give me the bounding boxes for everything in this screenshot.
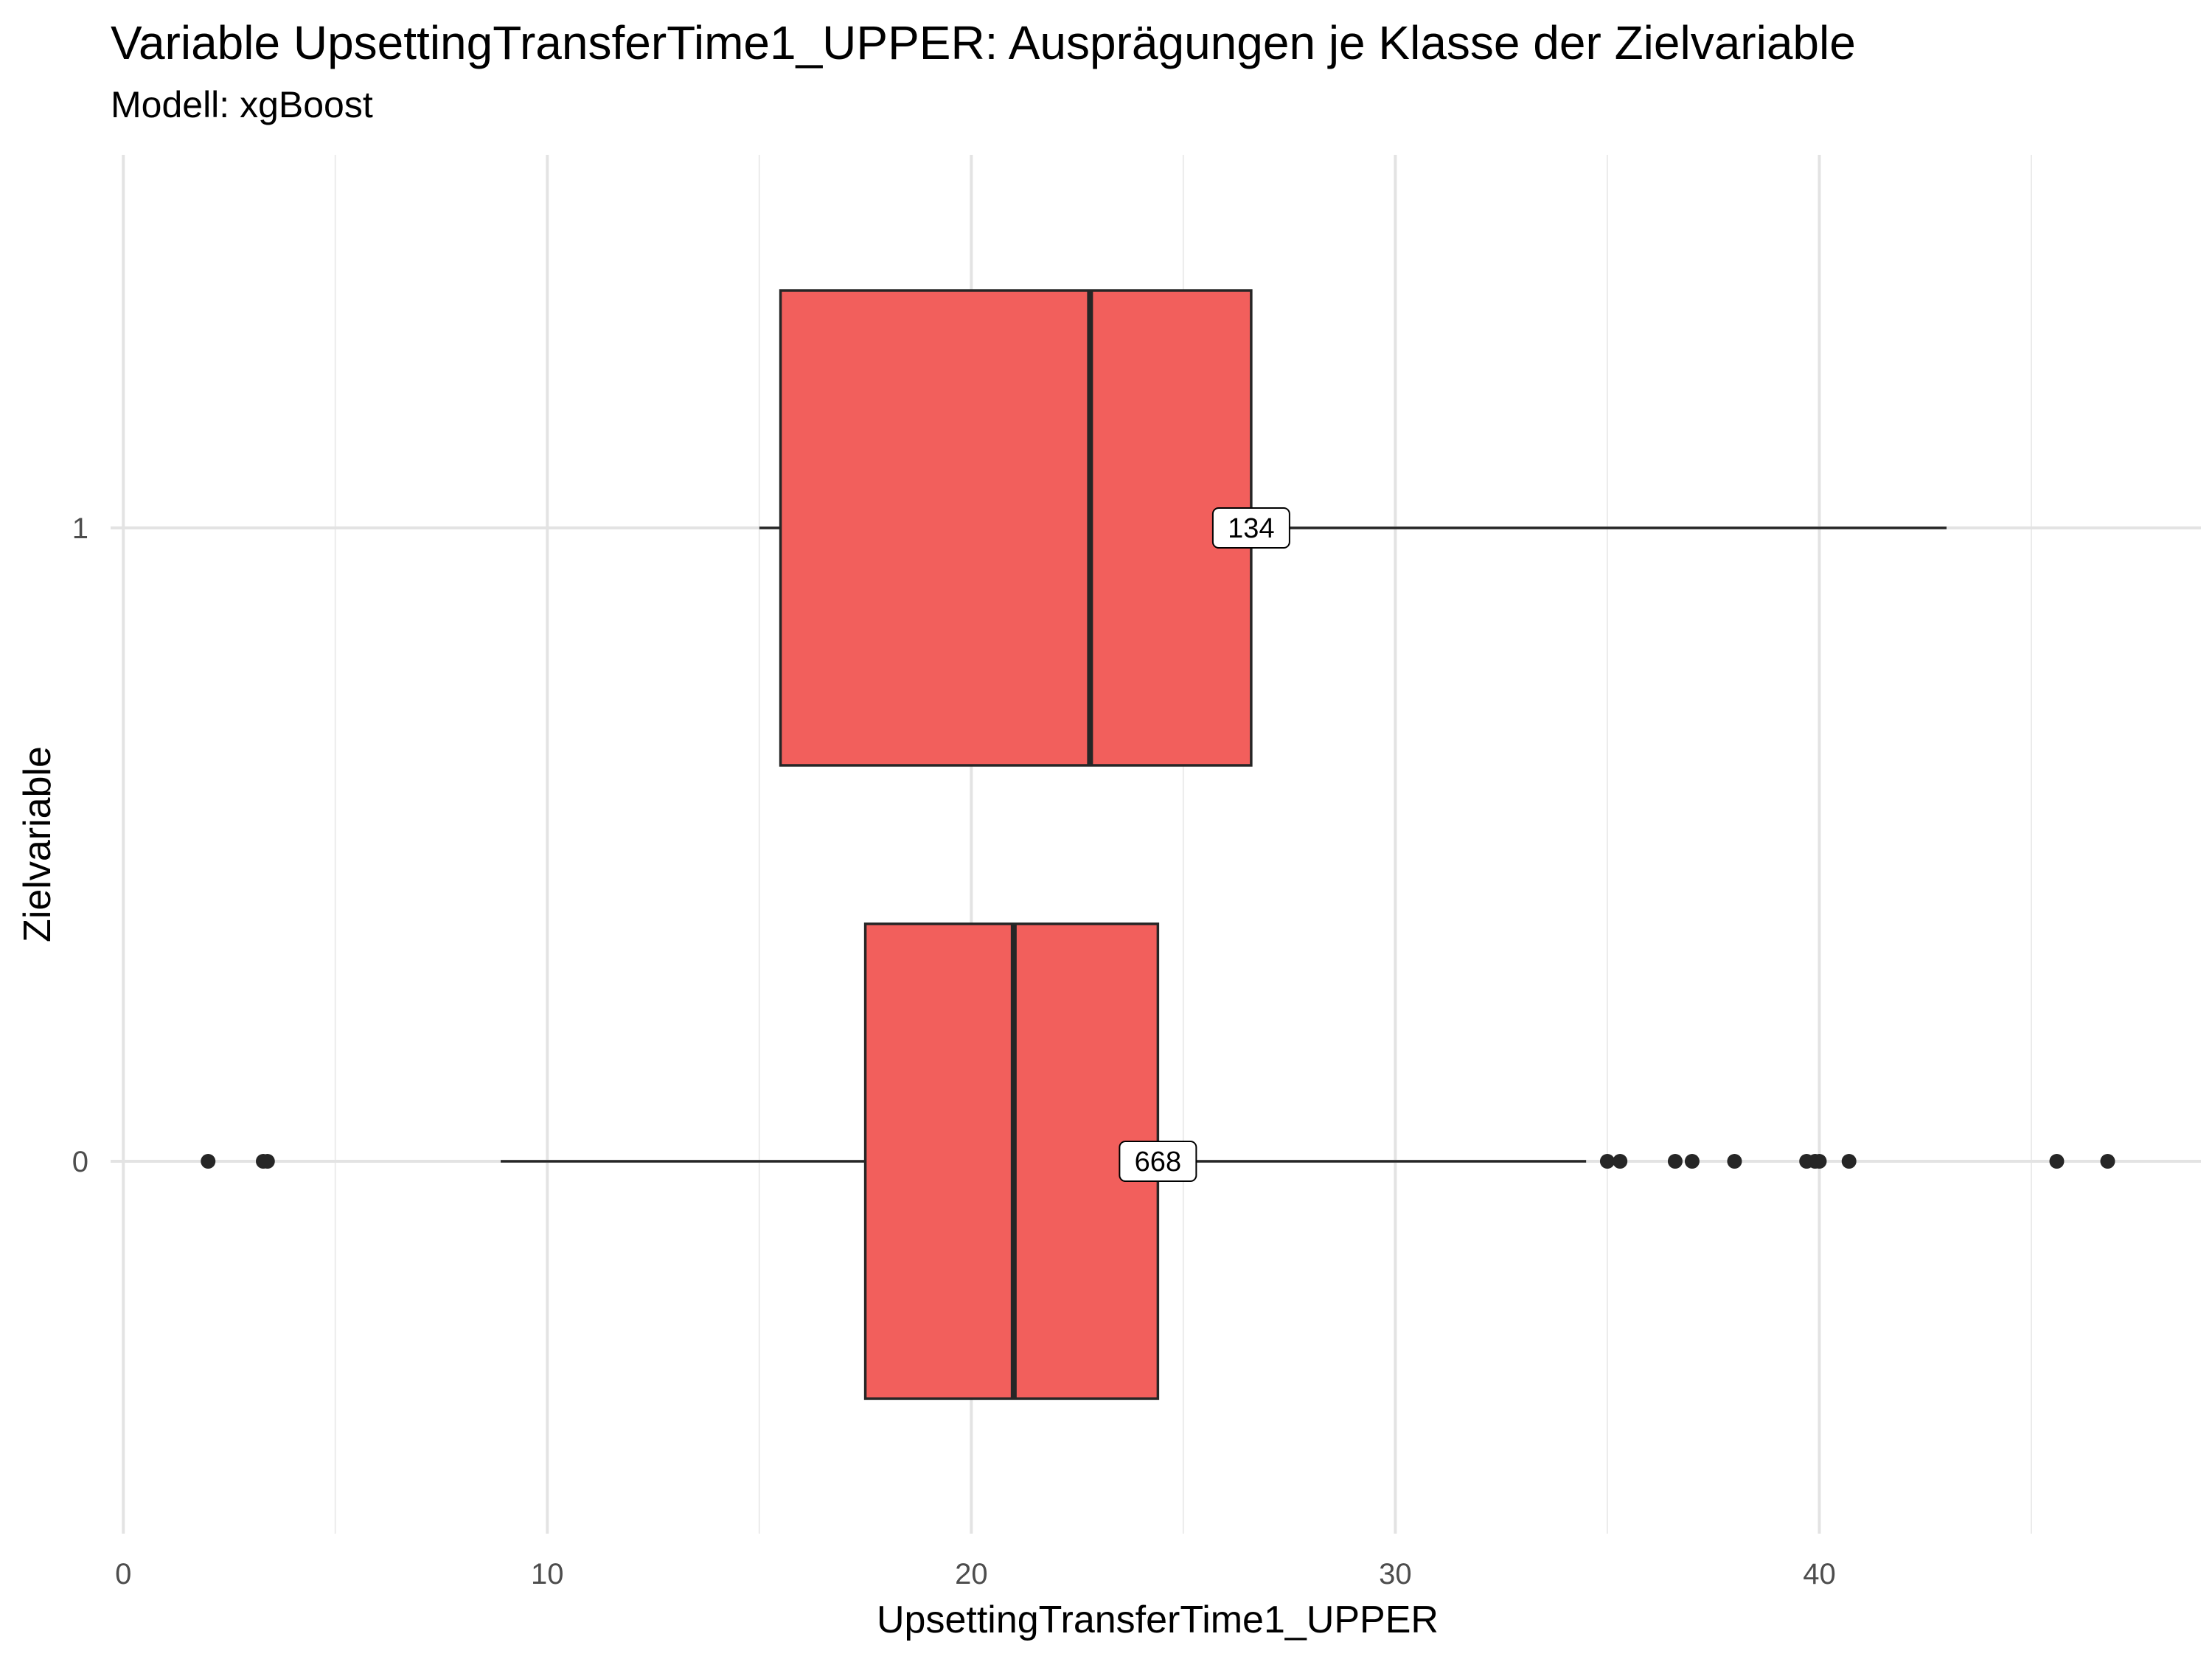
x-tick-label: 0 — [115, 1558, 131, 1590]
x-tick-label: 20 — [955, 1558, 988, 1590]
box-layer — [201, 289, 2115, 1400]
outlier-point — [2100, 1154, 2115, 1169]
chart-subtitle: Modell: xgBoost — [111, 84, 373, 125]
box-group-0 — [201, 922, 2115, 1400]
outlier-point — [201, 1154, 216, 1169]
outlier-point — [1841, 1154, 1857, 1169]
box-group-1 — [759, 289, 1947, 767]
y-axis-title: Zielvariable — [16, 746, 59, 942]
count-label-1: 134 — [1211, 507, 1290, 549]
outlier-point — [2049, 1154, 2065, 1169]
outlier-point — [1599, 1154, 1615, 1169]
x-tick-label: 40 — [1803, 1558, 1836, 1590]
count-label-box — [1119, 1141, 1197, 1182]
outlier-point — [1613, 1154, 1628, 1169]
outlier-point — [260, 1154, 275, 1169]
y-tick-label: 0 — [72, 1146, 88, 1178]
outlier-point — [1667, 1154, 1683, 1169]
x-axis-title: UpsettingTransferTime1_UPPER — [877, 1599, 1439, 1641]
text-layer: Variable UpsettingTransferTime1_UPPER: A… — [16, 16, 1856, 1641]
chart-title: Variable UpsettingTransferTime1_UPPER: A… — [111, 16, 1856, 69]
box-rect — [779, 289, 1253, 767]
outlier-point — [1727, 1154, 1742, 1169]
y-tick-label: 1 — [72, 512, 88, 545]
label-layer: 0 10 20 30 40 0 1 668 134 — [72, 507, 1836, 1590]
count-label-text: 134 — [1228, 513, 1274, 544]
outlier-point — [1684, 1154, 1700, 1169]
count-label-0: 668 — [1119, 1141, 1197, 1182]
x-tick-label: 10 — [531, 1558, 564, 1590]
count-label-text: 668 — [1135, 1147, 1181, 1178]
count-label-box — [1211, 507, 1290, 549]
outlier-point — [1812, 1154, 1827, 1169]
x-tick-label: 30 — [1379, 1558, 1412, 1590]
